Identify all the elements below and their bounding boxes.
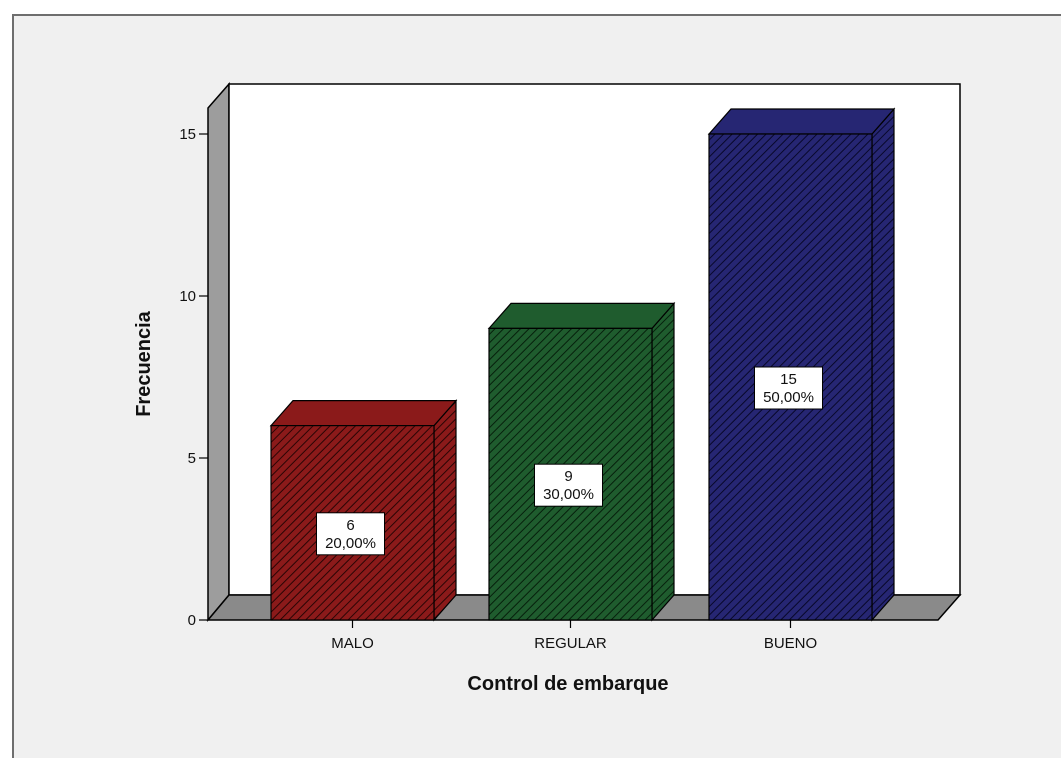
bar-side bbox=[651, 301, 675, 622]
x-axis: MALO REGULAR BUENO bbox=[331, 620, 817, 652]
bar-top bbox=[707, 108, 896, 135]
data-label-box bbox=[316, 512, 385, 556]
bar-side bbox=[871, 107, 895, 622]
x-axis-title: Control de embarque bbox=[467, 673, 668, 695]
x-tick-label: BUENO bbox=[764, 635, 817, 652]
y-tick-label: 10 bbox=[179, 288, 196, 305]
data-label-count: 6 bbox=[346, 517, 354, 534]
y-axis: 0 5 10 15 bbox=[179, 126, 208, 629]
bar-top bbox=[487, 302, 676, 329]
data-label-percent: 30,00% bbox=[543, 486, 594, 503]
data-label-percent: 50,00% bbox=[763, 389, 814, 406]
bar-regular: 930,00% bbox=[487, 301, 676, 622]
y-axis-title: Frecuencia bbox=[133, 310, 155, 416]
bar-side bbox=[433, 399, 457, 622]
y-tick-label: 0 bbox=[188, 612, 196, 629]
data-label-percent: 20,00% bbox=[325, 535, 376, 552]
y-tick-label: 5 bbox=[188, 450, 196, 467]
x-tick-label: MALO bbox=[331, 635, 374, 652]
bar-malo: 620,00% bbox=[269, 399, 458, 622]
left-wall bbox=[207, 82, 230, 623]
data-label-box bbox=[534, 463, 603, 507]
x-tick-label: REGULAR bbox=[534, 635, 607, 652]
bar-top bbox=[269, 400, 458, 427]
data-label-box bbox=[754, 366, 823, 410]
data-label-count: 15 bbox=[780, 371, 797, 388]
y-tick-label: 15 bbox=[179, 126, 196, 143]
data-label-count: 9 bbox=[564, 468, 572, 485]
